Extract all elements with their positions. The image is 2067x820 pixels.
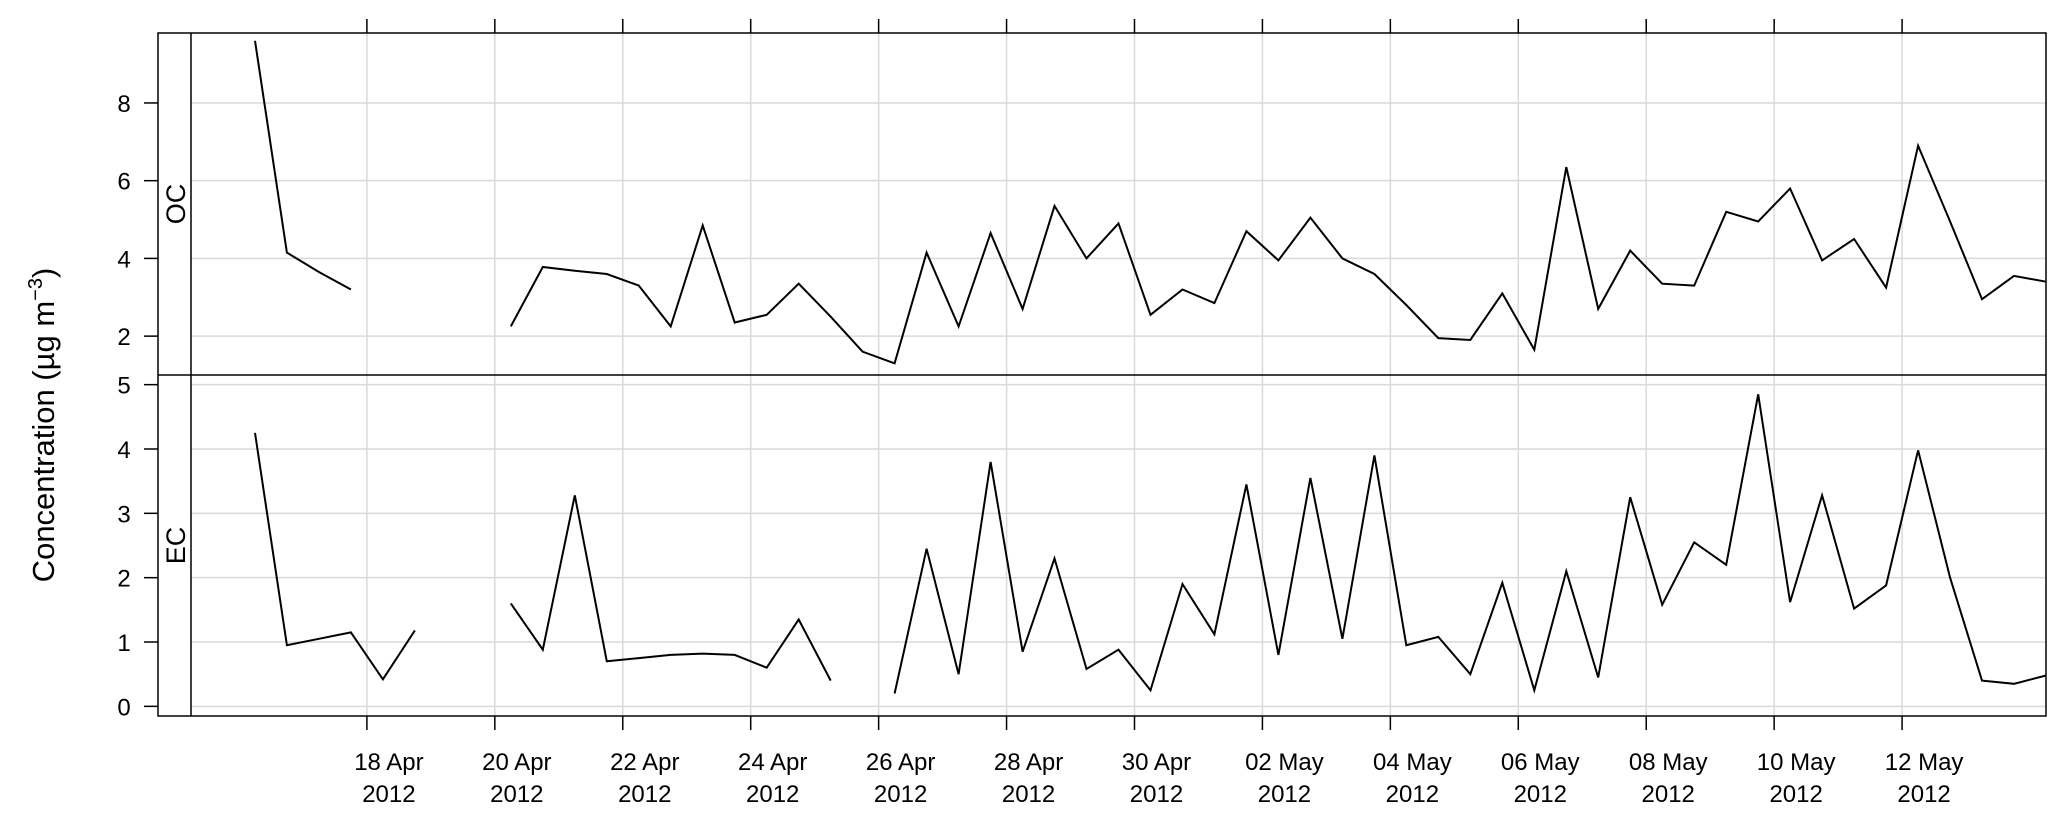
x-tick-label-year: 2012 [618,781,671,808]
x-tick-label-year: 2012 [490,781,543,808]
x-tick-label-year: 2012 [1514,781,1567,808]
series-line-oc [254,40,352,291]
x-tick-label-year: 2012 [362,781,415,808]
x-tick-label: 10 May 2012 [1757,749,1836,808]
x-tick-label: 08 May 2012 [1629,749,1708,808]
y-tick-label: 0 [117,694,130,721]
x-tick-label-date: 12 May [1885,749,1964,776]
x-tick-label-date: 28 Apr [994,749,1063,776]
series-line-ec [509,495,832,682]
x-tick-label-date: 26 Apr [866,749,935,776]
x-tick-label: 06 May 2012 [1501,749,1580,808]
series-line-oc [509,142,2047,365]
x-tick-label-year: 2012 [874,781,927,808]
x-tick-label-date: 24 Apr [738,749,807,776]
series-line-ec [254,432,416,682]
x-tick-label-year: 2012 [746,781,799,808]
y-axis-title: Concentration (µg m−3) [25,268,61,583]
series-line-ec [893,394,2047,694]
y-tick-label: 8 [117,91,130,118]
y-tick-label: 5 [117,373,130,400]
y-tick-label: 2 [117,324,130,351]
x-tick-label-year: 2012 [1130,781,1183,808]
x-tick-label-year: 2012 [1258,781,1311,808]
x-tick-label-date: 10 May [1757,749,1836,776]
x-tick-label: 20 Apr 2012 [482,749,551,808]
y-tick-label: 3 [117,501,130,528]
y-tick-label: 4 [117,246,130,273]
x-tick-label: 04 May 2012 [1373,749,1452,808]
x-tick-label-date: 30 Apr [1122,749,1191,776]
x-tick-label: 30 Apr 2012 [1122,749,1191,808]
series [254,40,2047,694]
x-tick-label: 12 May 2012 [1885,749,1964,808]
x-tick-label-year: 2012 [1642,781,1695,808]
x-tick-label: 22 Apr 2012 [610,749,679,808]
y-tick-label: 1 [117,630,130,657]
x-tick-label: 02 May 2012 [1245,749,1324,808]
y-tick-label: 6 [117,169,130,196]
x-tick-label-date: 18 Apr [354,749,423,776]
x-tick-label: 24 Apr 2012 [738,749,807,808]
x-tick-label: 18 Apr 2012 [354,749,423,808]
x-tick-label-year: 2012 [1002,781,1055,808]
x-tick-label-year: 2012 [1769,781,1822,808]
x-tick-label-date: 08 May [1629,749,1708,776]
x-tick-label-date: 20 Apr [482,749,551,776]
x-tick-label-year: 2012 [1386,781,1439,808]
x-tick-label-date: 06 May [1501,749,1580,776]
x-tick-label-date: 02 May [1245,749,1324,776]
x-tick-label: 26 Apr 2012 [866,749,935,808]
x-tick-label-date: 22 Apr [610,749,679,776]
panel-strip-label: OC [161,184,191,225]
y-tick-label: 4 [117,437,130,464]
x-tick-label-year: 2012 [1897,781,1950,808]
panel-strip-label: EC [161,527,191,565]
y-tick-label: 2 [117,566,130,593]
x-tick-label: 28 Apr 2012 [994,749,1063,808]
x-tick-label-date: 04 May [1373,749,1452,776]
